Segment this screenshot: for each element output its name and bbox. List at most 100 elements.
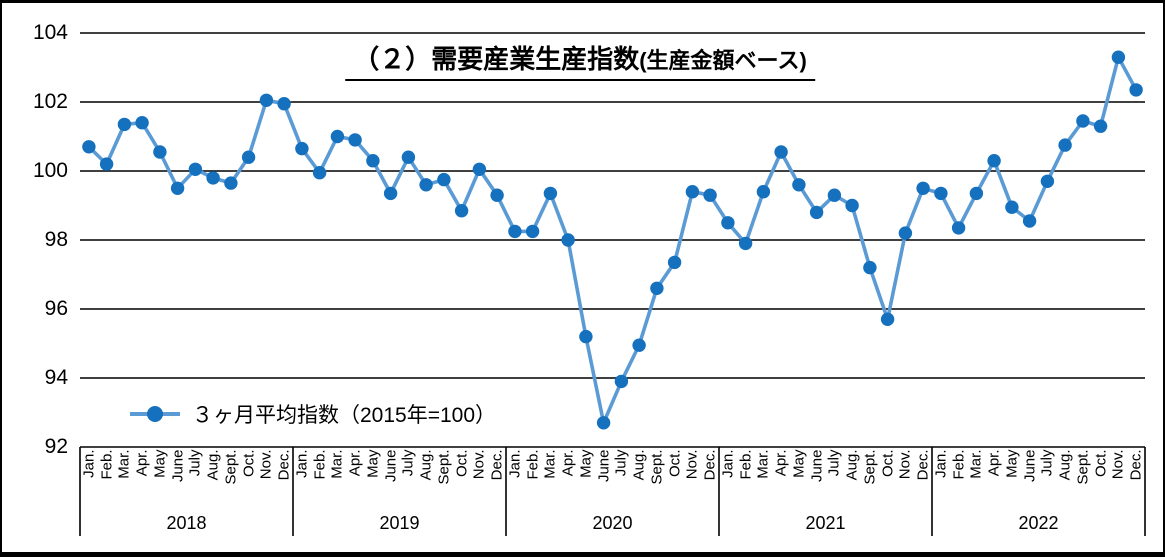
x-axis-month-label: Sept. [1074, 449, 1092, 485]
x-axis-month-label: Sept. [435, 449, 453, 485]
y-axis-tick-label: 92 [44, 435, 68, 458]
x-axis-month-label: May [1003, 449, 1021, 478]
x-axis-month-label: Nov. [470, 449, 488, 480]
x-axis-month-label: Nov. [896, 449, 914, 480]
x-axis-month-label: Sept. [222, 449, 240, 485]
x-axis-month-label: July [612, 449, 630, 477]
x-axis-month-label: May [151, 449, 169, 478]
data-point-marker [898, 226, 913, 240]
data-point-marker [1111, 50, 1126, 64]
data-point-marker [330, 129, 345, 144]
data-point-marker [827, 188, 842, 202]
x-axis-month-label: Nov. [1109, 449, 1127, 480]
x-axis-month-label: Dec. [275, 449, 293, 481]
data-point-marker [951, 221, 966, 235]
data-point-marker [667, 255, 682, 270]
y-axis-tick-label: 94 [44, 366, 68, 389]
data-point-marker [792, 178, 806, 192]
legend-dot-icon [147, 406, 163, 422]
x-axis-month-label: Feb. [950, 449, 968, 480]
data-point-marker [454, 204, 469, 218]
x-axis-month-label: May [577, 449, 595, 478]
x-axis-year-label: 2018 [166, 513, 207, 533]
x-axis-month-label: Feb. [311, 449, 329, 480]
x-axis-month-label: June [169, 449, 187, 483]
x-axis-month-label: Apr. [559, 449, 577, 477]
x-axis-month-label: May [364, 449, 382, 478]
data-point-marker [632, 338, 646, 352]
data-point-marker [880, 312, 895, 326]
data-point-marker [934, 186, 948, 201]
data-point-marker [703, 188, 717, 202]
data-point-marker [1005, 200, 1019, 214]
data-point-marker [508, 224, 522, 239]
legend-label: ３ヶ月平均指数（2015年=100） [192, 404, 497, 427]
data-point-marker [614, 374, 629, 389]
chart-title-suffix: (生産金額ベース) [639, 48, 807, 73]
data-point-marker [1040, 174, 1055, 188]
data-point-marker [650, 281, 664, 295]
data-point-marker [543, 186, 558, 201]
x-axis-month-label: Aug. [417, 449, 435, 481]
x-axis-month-label: July [1038, 449, 1056, 477]
data-point-marker [472, 162, 487, 176]
x-axis-month-label: Apr. [133, 449, 151, 477]
x-axis-month-label: Dec. [488, 449, 506, 481]
x-axis-month-label: Nov. [683, 449, 701, 480]
data-point-marker [170, 181, 185, 195]
x-axis-month-label: Sept. [648, 449, 666, 485]
data-point-marker [579, 329, 593, 344]
y-axis-tick-label: 104 [32, 21, 68, 44]
x-axis-month-label: Apr. [346, 449, 364, 477]
x-axis-month-label: Dec. [701, 449, 719, 481]
data-point-marker [1093, 119, 1108, 133]
data-point-marker [1058, 138, 1072, 152]
x-axis-month-label: Feb. [737, 449, 755, 480]
data-point-marker [401, 150, 416, 164]
data-point-marker [117, 117, 132, 132]
data-point-marker [916, 181, 930, 195]
data-point-marker [259, 93, 274, 108]
x-axis-month-label: July [825, 449, 843, 477]
data-point-marker [490, 188, 504, 202]
data-point-marker [987, 154, 1001, 168]
x-axis-month-label: Apr. [772, 449, 790, 477]
legend-line-marker-icon [130, 406, 180, 422]
x-axis-month-label: Mar. [967, 449, 985, 479]
data-point-marker [99, 157, 114, 171]
x-axis-month-label: Mar. [754, 449, 772, 479]
data-point-marker [312, 166, 327, 180]
data-point-marker [437, 172, 451, 187]
x-axis-month-label: Jan. [932, 449, 950, 478]
x-axis-month-label: June [382, 449, 400, 483]
x-axis-month-label: Mar. [328, 449, 346, 479]
data-point-marker [809, 205, 824, 220]
data-point-marker [241, 150, 256, 164]
chart-title-main: （２）需要産業生産指数 [353, 44, 640, 74]
x-axis-year-label: 2019 [379, 513, 420, 533]
data-point-marker [135, 116, 149, 130]
data-point-marker [721, 216, 735, 230]
x-axis-month-label: July [399, 449, 417, 477]
x-axis-month-label: Jan. [80, 449, 98, 478]
data-point-marker [277, 97, 291, 111]
x-axis-month-label: Aug. [843, 449, 861, 481]
data-point-marker [348, 133, 362, 147]
x-axis-month-label: Oct. [240, 449, 258, 478]
data-point-marker [419, 178, 433, 192]
x-axis-year-label: 2021 [805, 513, 846, 533]
x-axis-month-label: Feb. [98, 449, 116, 480]
x-axis-month-label: July [186, 449, 204, 477]
x-axis-month-label: Oct. [666, 449, 684, 478]
x-axis-month-label: Aug. [1056, 449, 1074, 481]
data-point-marker [1129, 83, 1143, 97]
legend: ３ヶ月平均指数（2015年=100） [130, 399, 496, 429]
x-axis-month-label: May [790, 449, 808, 478]
plot-area [79, 32, 1146, 536]
data-point-marker [685, 185, 700, 199]
data-point-marker [863, 260, 877, 275]
data-point-marker [738, 236, 753, 251]
x-axis-month-label: June [595, 449, 613, 483]
x-axis-month-label: Aug. [204, 449, 222, 481]
x-axis-month-label: June [1021, 449, 1039, 483]
